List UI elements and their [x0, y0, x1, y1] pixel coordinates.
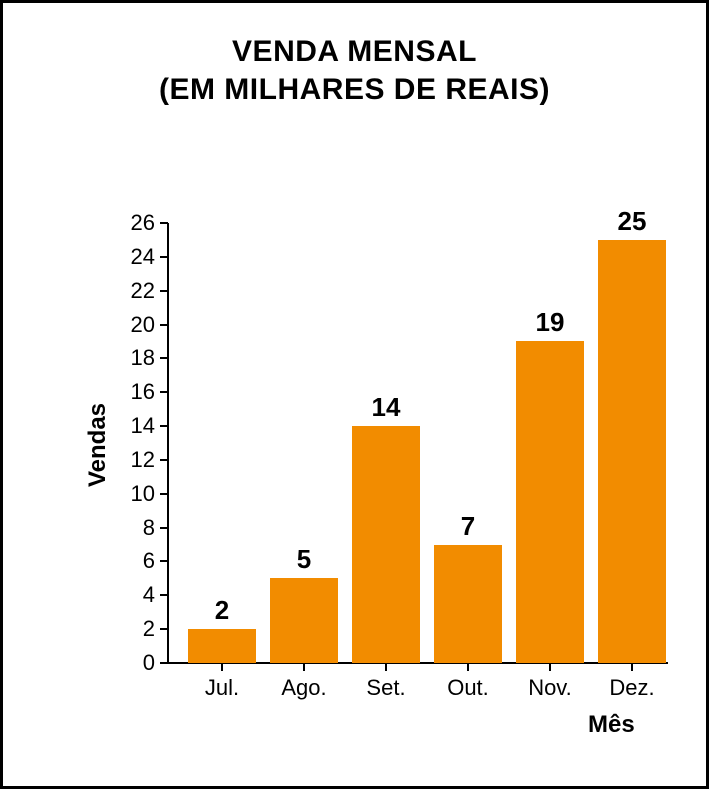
bar — [188, 629, 256, 663]
x-tick — [631, 663, 633, 671]
y-tick — [160, 527, 168, 529]
y-tick — [160, 459, 168, 461]
chart-title: VENDA MENSAL (EM MILHARES DE REAIS) — [3, 33, 706, 108]
y-tick — [160, 628, 168, 630]
bar-value-label: 2 — [188, 595, 256, 626]
y-tick — [160, 290, 168, 292]
title-line-2: (EM MILHARES DE REAIS) — [3, 71, 706, 109]
y-tick-label: 8 — [105, 515, 155, 541]
bar-value-label: 14 — [352, 392, 420, 423]
x-axis-label: Mês — [588, 711, 635, 739]
y-tick-label: 14 — [105, 413, 155, 439]
y-tick — [160, 256, 168, 258]
bar — [516, 341, 584, 663]
x-tick — [303, 663, 305, 671]
category-label: Out. — [427, 675, 509, 701]
bar — [598, 240, 666, 663]
y-tick — [160, 425, 168, 427]
y-tick — [160, 357, 168, 359]
category-label: Nov. — [509, 675, 591, 701]
y-tick — [160, 324, 168, 326]
bar — [270, 578, 338, 663]
y-tick — [160, 662, 168, 664]
x-tick — [385, 663, 387, 671]
category-label: Set. — [345, 675, 427, 701]
y-tick-label: 10 — [105, 481, 155, 507]
x-tick — [221, 663, 223, 671]
y-tick — [160, 493, 168, 495]
bar — [434, 545, 502, 663]
y-tick-label: 4 — [105, 582, 155, 608]
category-label: Jul. — [181, 675, 263, 701]
x-tick — [467, 663, 469, 671]
category-label: Dez. — [591, 675, 673, 701]
bar-value-label: 19 — [516, 307, 584, 338]
y-tick-label: 12 — [105, 447, 155, 473]
x-tick — [549, 663, 551, 671]
chart-frame: VENDA MENSAL (EM MILHARES DE REAIS) Vend… — [0, 0, 709, 789]
y-tick — [160, 594, 168, 596]
y-tick-label: 18 — [105, 345, 155, 371]
y-tick-label: 24 — [105, 244, 155, 270]
category-label: Ago. — [263, 675, 345, 701]
y-tick-label: 20 — [105, 312, 155, 338]
bar-value-label: 25 — [598, 206, 666, 237]
y-tick-label: 0 — [105, 650, 155, 676]
y-tick — [160, 222, 168, 224]
y-tick-label: 2 — [105, 616, 155, 642]
bar-value-label: 5 — [270, 544, 338, 575]
y-tick-label: 16 — [105, 379, 155, 405]
y-tick-label: 6 — [105, 548, 155, 574]
y-tick — [160, 391, 168, 393]
title-line-1: VENDA MENSAL — [3, 33, 706, 71]
bar-value-label: 7 — [434, 511, 502, 542]
y-tick — [160, 560, 168, 562]
y-tick-label: 22 — [105, 278, 155, 304]
bar — [352, 426, 420, 663]
y-tick-label: 26 — [105, 210, 155, 236]
